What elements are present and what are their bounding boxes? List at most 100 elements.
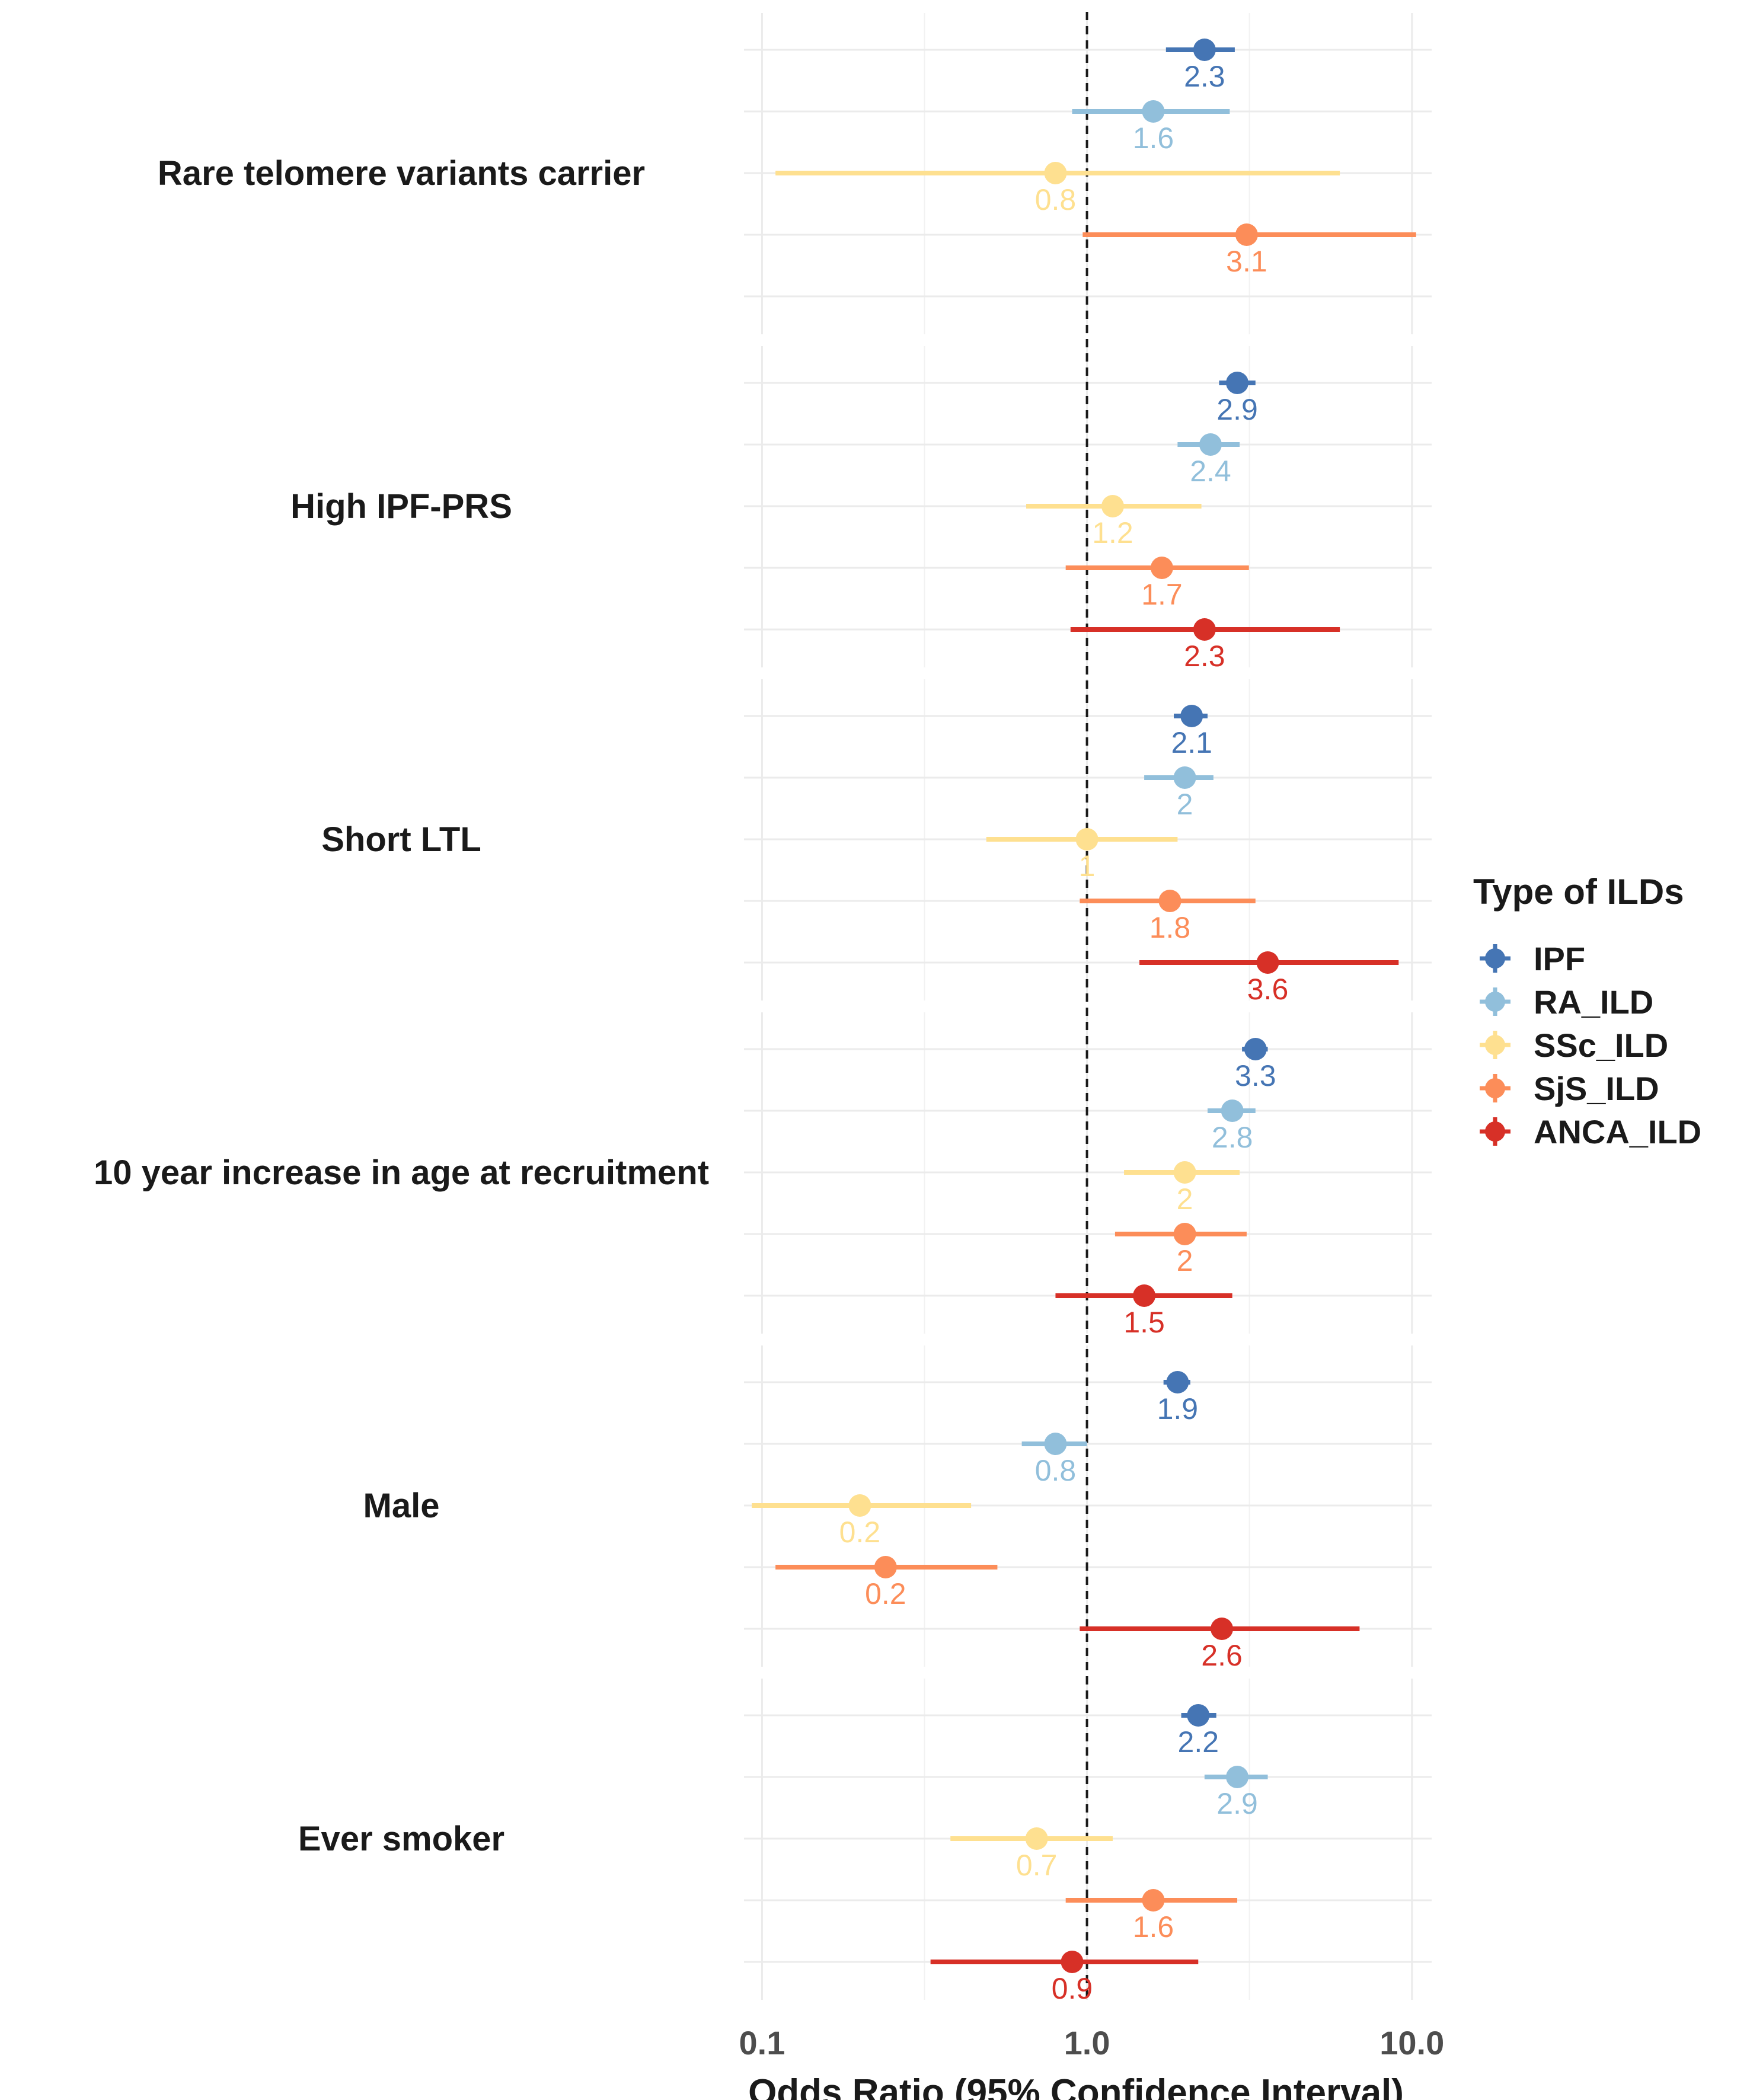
legend-item-SSc_ILD: SSc_ILD xyxy=(1480,1027,1668,1064)
legend-item-ANCA_ILD: ANCA_ILD xyxy=(1480,1113,1701,1150)
estimate-SSc_ILD: 1 xyxy=(986,828,1178,883)
estimate-SSc_ILD: 0.2 xyxy=(752,1494,972,1549)
point-estimate xyxy=(1075,828,1098,851)
estimate-RA_ILD: 0.8 xyxy=(1021,1433,1087,1487)
value-label: 0.9 xyxy=(1052,1972,1093,2005)
value-label: 2 xyxy=(1177,1182,1193,1216)
value-label: 3.3 xyxy=(1235,1059,1276,1092)
point-estimate xyxy=(1173,1223,1196,1245)
legend-item-IPF: IPF xyxy=(1480,940,1585,977)
value-label: 0.2 xyxy=(839,1516,881,1549)
legend-key-point xyxy=(1485,1121,1505,1142)
value-label: 2.1 xyxy=(1171,726,1212,759)
point-estimate xyxy=(1256,951,1279,974)
point-estimate xyxy=(1244,1038,1267,1060)
estimate-SjS_ILD: 3.1 xyxy=(1082,223,1416,278)
panel-label: 10 year increase in age at recruitment xyxy=(94,1153,709,1192)
estimate-SSc_ILD: 0.7 xyxy=(950,1827,1113,1882)
value-label: 1 xyxy=(1079,849,1096,883)
point-estimate xyxy=(1061,1951,1084,1973)
legend-label: ANCA_ILD xyxy=(1534,1113,1701,1150)
legend-label: IPF xyxy=(1534,940,1585,977)
legend-item-SjS_ILD: SjS_ILD xyxy=(1480,1070,1659,1107)
value-label: 2.6 xyxy=(1201,1639,1243,1672)
panel-label: High IPF-PRS xyxy=(290,487,512,526)
value-label: 1.7 xyxy=(1141,578,1183,611)
value-label: 2.9 xyxy=(1216,1787,1258,1820)
estimate-RA_ILD: 2.9 xyxy=(1204,1766,1268,1820)
estimate-IPF: 3.3 xyxy=(1235,1038,1276,1092)
estimate-RA_ILD: 2.4 xyxy=(1177,433,1240,488)
legend-key-point xyxy=(1485,1078,1505,1098)
estimate-ANCA_ILD: 3.6 xyxy=(1139,951,1399,1006)
value-label: 1.9 xyxy=(1157,1392,1199,1425)
point-estimate xyxy=(1166,1371,1189,1393)
panel-label: Ever smoker xyxy=(298,1820,504,1858)
point-estimate xyxy=(1180,705,1203,727)
value-label: 1.6 xyxy=(1133,1910,1174,1944)
panel-label: Short LTL xyxy=(321,820,481,859)
estimate-SjS_ILD: 0.2 xyxy=(775,1556,998,1610)
point-estimate xyxy=(1221,1099,1244,1122)
value-label: 2.8 xyxy=(1212,1121,1253,1154)
estimate-SSc_ILD: 2 xyxy=(1124,1161,1240,1216)
estimate-SjS_ILD: 2 xyxy=(1114,1223,1247,1277)
x-axis-title: Odds Ratio (95% Confidence Interval) xyxy=(748,2072,1404,2100)
value-label: 2 xyxy=(1177,1244,1193,1277)
point-estimate xyxy=(1187,1704,1210,1727)
point-estimate xyxy=(1193,39,1216,61)
value-label: 3.6 xyxy=(1247,973,1289,1006)
estimate-RA_ILD: 2.8 xyxy=(1207,1099,1256,1154)
estimate-IPF: 2.9 xyxy=(1216,372,1258,426)
estimate-ANCA_ILD: 2.3 xyxy=(1070,618,1340,673)
legend-key-point xyxy=(1485,992,1505,1012)
point-estimate xyxy=(874,1556,897,1578)
point-estimate xyxy=(1226,372,1249,394)
value-label: 2.2 xyxy=(1178,1725,1219,1759)
legend-title: Type of ILDs xyxy=(1473,872,1684,912)
legend: Type of ILDs IPF RA_ILD SSc_ILD SjS_ILD ANCA… xyxy=(1473,872,1701,1150)
value-label: 3.1 xyxy=(1226,245,1267,278)
estimate-SSc_ILD: 1.2 xyxy=(1026,495,1202,549)
value-label: 1.2 xyxy=(1092,516,1133,549)
legend-label: SjS_ILD xyxy=(1534,1070,1659,1107)
estimate-SjS_ILD: 1.7 xyxy=(1065,557,1249,611)
value-label: 1.5 xyxy=(1123,1306,1165,1339)
value-label: 0.2 xyxy=(865,1577,906,1610)
estimate-ANCA_ILD: 2.6 xyxy=(1080,1618,1360,1672)
point-estimate xyxy=(1173,766,1196,789)
estimate-SjS_ILD: 1.8 xyxy=(1080,890,1256,944)
value-label: 2 xyxy=(1177,788,1193,821)
estimate-IPF: 2.3 xyxy=(1165,39,1235,93)
value-label: 0.8 xyxy=(1035,183,1077,216)
value-label: 0.8 xyxy=(1035,1454,1077,1487)
point-estimate xyxy=(1211,1618,1234,1640)
estimate-SjS_ILD: 1.6 xyxy=(1065,1889,1238,1944)
point-estimate xyxy=(1142,1889,1165,1912)
x-axis: 0.1 1.0 10.0 xyxy=(739,2024,1445,2061)
value-label: 2.3 xyxy=(1184,640,1225,673)
point-estimate xyxy=(1044,162,1067,184)
legend-key-point xyxy=(1485,1035,1505,1055)
value-label: 0.7 xyxy=(1016,1849,1058,1882)
point-estimate xyxy=(1173,1161,1196,1184)
legend-label: SSc_ILD xyxy=(1534,1027,1668,1064)
point-estimate xyxy=(1193,618,1216,641)
estimate-IPF: 2.1 xyxy=(1171,705,1212,759)
estimate-ANCA_ILD: 1.5 xyxy=(1055,1284,1232,1339)
point-estimate xyxy=(1044,1433,1067,1455)
x-tick-label: 10.0 xyxy=(1379,2024,1444,2061)
value-label: 1.8 xyxy=(1149,911,1191,944)
point-estimate xyxy=(1150,557,1173,579)
point-estimate xyxy=(1235,223,1258,246)
marks-layer: 2.31.60.83.12.92.41.21.72.32.1211.83.63.… xyxy=(752,39,1416,2005)
value-label: 2.9 xyxy=(1216,393,1258,426)
legend-item-RA_ILD: RA_ILD xyxy=(1480,983,1653,1021)
value-label: 2.3 xyxy=(1184,60,1225,93)
panel-label: Rare telomere variants carrier xyxy=(158,154,645,193)
panel-label: Male xyxy=(363,1487,440,1525)
estimate-RA_ILD: 1.6 xyxy=(1072,100,1230,155)
value-label: 2.4 xyxy=(1190,455,1231,488)
estimate-IPF: 1.9 xyxy=(1157,1371,1199,1425)
